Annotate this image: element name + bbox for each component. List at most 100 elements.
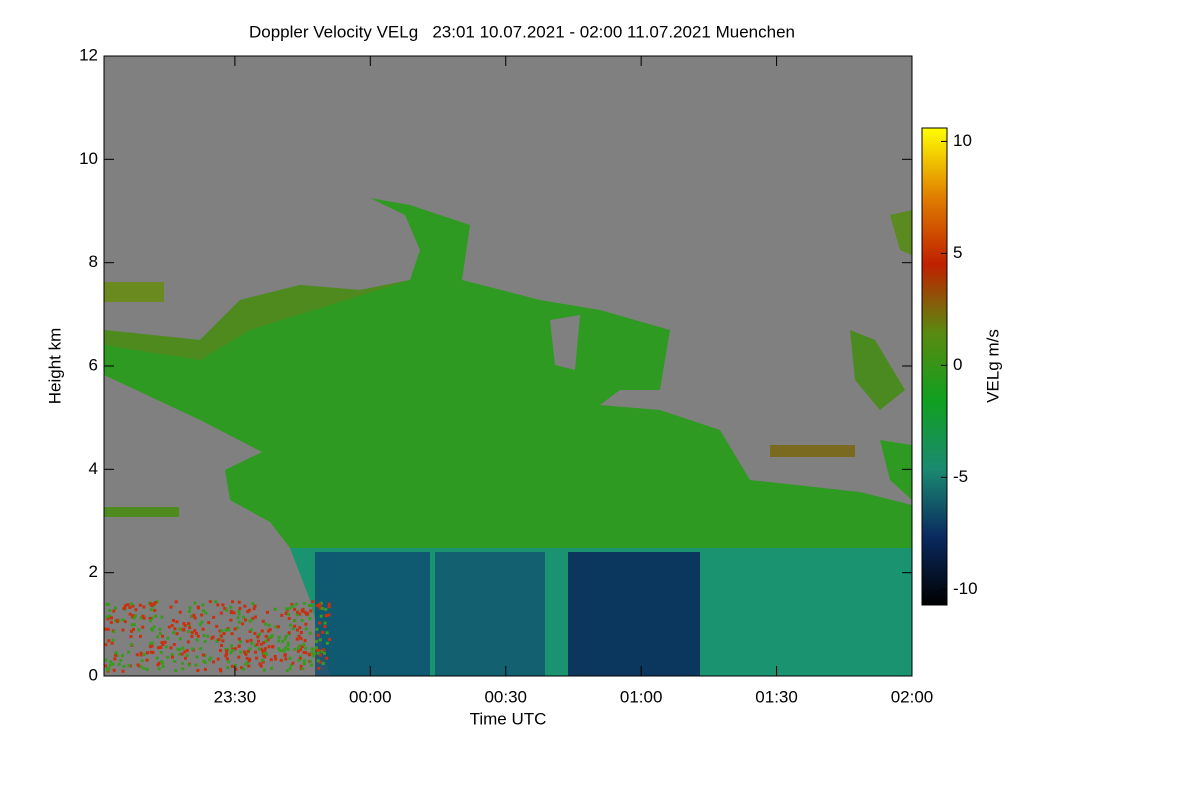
clutter-dot: [158, 627, 162, 631]
clutter-dot: [164, 645, 168, 649]
clutter-dot: [178, 647, 182, 651]
clutter-dot: [115, 653, 119, 657]
cloud-top: [104, 280, 410, 360]
clutter-dot: [170, 624, 174, 628]
clutter-dot: [230, 664, 234, 668]
clutter-dot: [239, 650, 243, 654]
clutter-dot: [129, 635, 133, 639]
clutter-dot: [108, 663, 112, 667]
clutter-dot: [309, 659, 313, 663]
clutter-dot: [219, 669, 223, 673]
clutter-dot: [111, 638, 115, 642]
clutter-dot: [158, 631, 162, 635]
clutter-dot: [299, 637, 303, 641]
clutter-dot: [247, 608, 251, 612]
clutter-dot: [152, 602, 156, 606]
clutter-dot: [237, 620, 241, 624]
x-tick-label: 01:00: [620, 687, 663, 706]
clutter-dot: [291, 604, 295, 608]
clutter-dot: [229, 605, 233, 609]
clutter-dot: [255, 643, 259, 647]
clutter-dot: [190, 614, 194, 618]
clutter-dot: [276, 625, 280, 629]
clutter-dot: [169, 646, 173, 650]
clutter-dot: [215, 624, 219, 628]
clutter-dot: [150, 616, 154, 620]
clutter-dot: [181, 646, 185, 650]
clutter-dot: [218, 649, 222, 653]
clutter-dot: [166, 655, 170, 659]
colorbar-tick-label: 0: [953, 355, 962, 374]
clutter-dot: [156, 635, 160, 639]
clutter-dot: [181, 628, 185, 632]
clutter-dot: [324, 607, 328, 611]
clutter-dot: [198, 622, 202, 626]
clutter-dot: [295, 637, 299, 641]
clutter-dot: [248, 629, 252, 633]
clutter-dot: [319, 606, 323, 610]
clutter-dot: [311, 600, 315, 604]
clutter-dot: [227, 628, 231, 632]
clutter-dot: [285, 607, 289, 611]
clutter-dot: [112, 609, 116, 613]
clutter-dot: [226, 666, 230, 670]
clutter-dot: [281, 639, 285, 643]
clutter-dot: [310, 647, 314, 651]
clutter-dot: [160, 661, 164, 665]
clutter-dot: [242, 667, 246, 671]
clutter-dot: [296, 646, 300, 650]
clutter-dot: [167, 625, 171, 629]
clutter-dot: [246, 649, 250, 653]
clutter-dot: [237, 609, 241, 613]
clutter-dot: [192, 613, 196, 617]
clutter-dot: [121, 669, 125, 673]
clutter-dot: [185, 654, 189, 658]
clutter-dot: [142, 666, 146, 670]
clutter-dot: [291, 661, 295, 665]
clutter-dot: [220, 644, 224, 648]
colorbar-tick-label: -5: [953, 467, 968, 486]
clutter-dot: [157, 661, 161, 665]
clutter-dot: [286, 643, 290, 647]
clutter-dot: [278, 649, 282, 653]
clutter-dot: [208, 600, 212, 604]
clutter-dot: [183, 656, 187, 660]
clutter-dot: [263, 648, 267, 652]
clutter-dot: [160, 641, 164, 645]
x-tick-label: 01:30: [755, 687, 798, 706]
clutter-dot: [104, 627, 108, 631]
clutter-dot: [219, 634, 223, 638]
clutter-dot: [300, 645, 304, 649]
clutter-dot: [105, 602, 109, 606]
ground-clutter: [104, 600, 332, 673]
y-tick-label: 6: [89, 355, 98, 374]
clutter-dot: [122, 606, 126, 610]
clutter-dot: [183, 650, 187, 654]
clutter-dot: [127, 664, 131, 668]
clutter-dot: [122, 664, 126, 668]
clutter-dot: [160, 660, 164, 664]
clutter-dot: [202, 634, 206, 638]
x-axis-label: Time UTC: [470, 709, 547, 728]
x-tick-label: 00:00: [349, 687, 392, 706]
clutter-dot: [139, 653, 143, 657]
clutter-dot: [111, 662, 115, 666]
clutter-dot: [106, 668, 110, 672]
clutter-dot: [196, 668, 200, 672]
clutter-dot: [230, 632, 234, 636]
clutter-dot: [261, 619, 265, 623]
clutter-dot: [178, 652, 182, 656]
clutter-dot: [261, 660, 265, 664]
clutter-dot: [113, 653, 117, 657]
clutter-dot: [310, 651, 314, 655]
clutter-dot: [304, 627, 308, 631]
clutter-dot: [175, 620, 179, 624]
clutter-dot: [150, 603, 154, 607]
clutter-dot: [182, 622, 186, 626]
clutter-dot: [304, 646, 308, 650]
clutter-dot: [152, 625, 156, 629]
clutter-dot: [141, 625, 145, 629]
clutter-dot: [187, 622, 191, 626]
clutter-dot: [141, 614, 145, 618]
